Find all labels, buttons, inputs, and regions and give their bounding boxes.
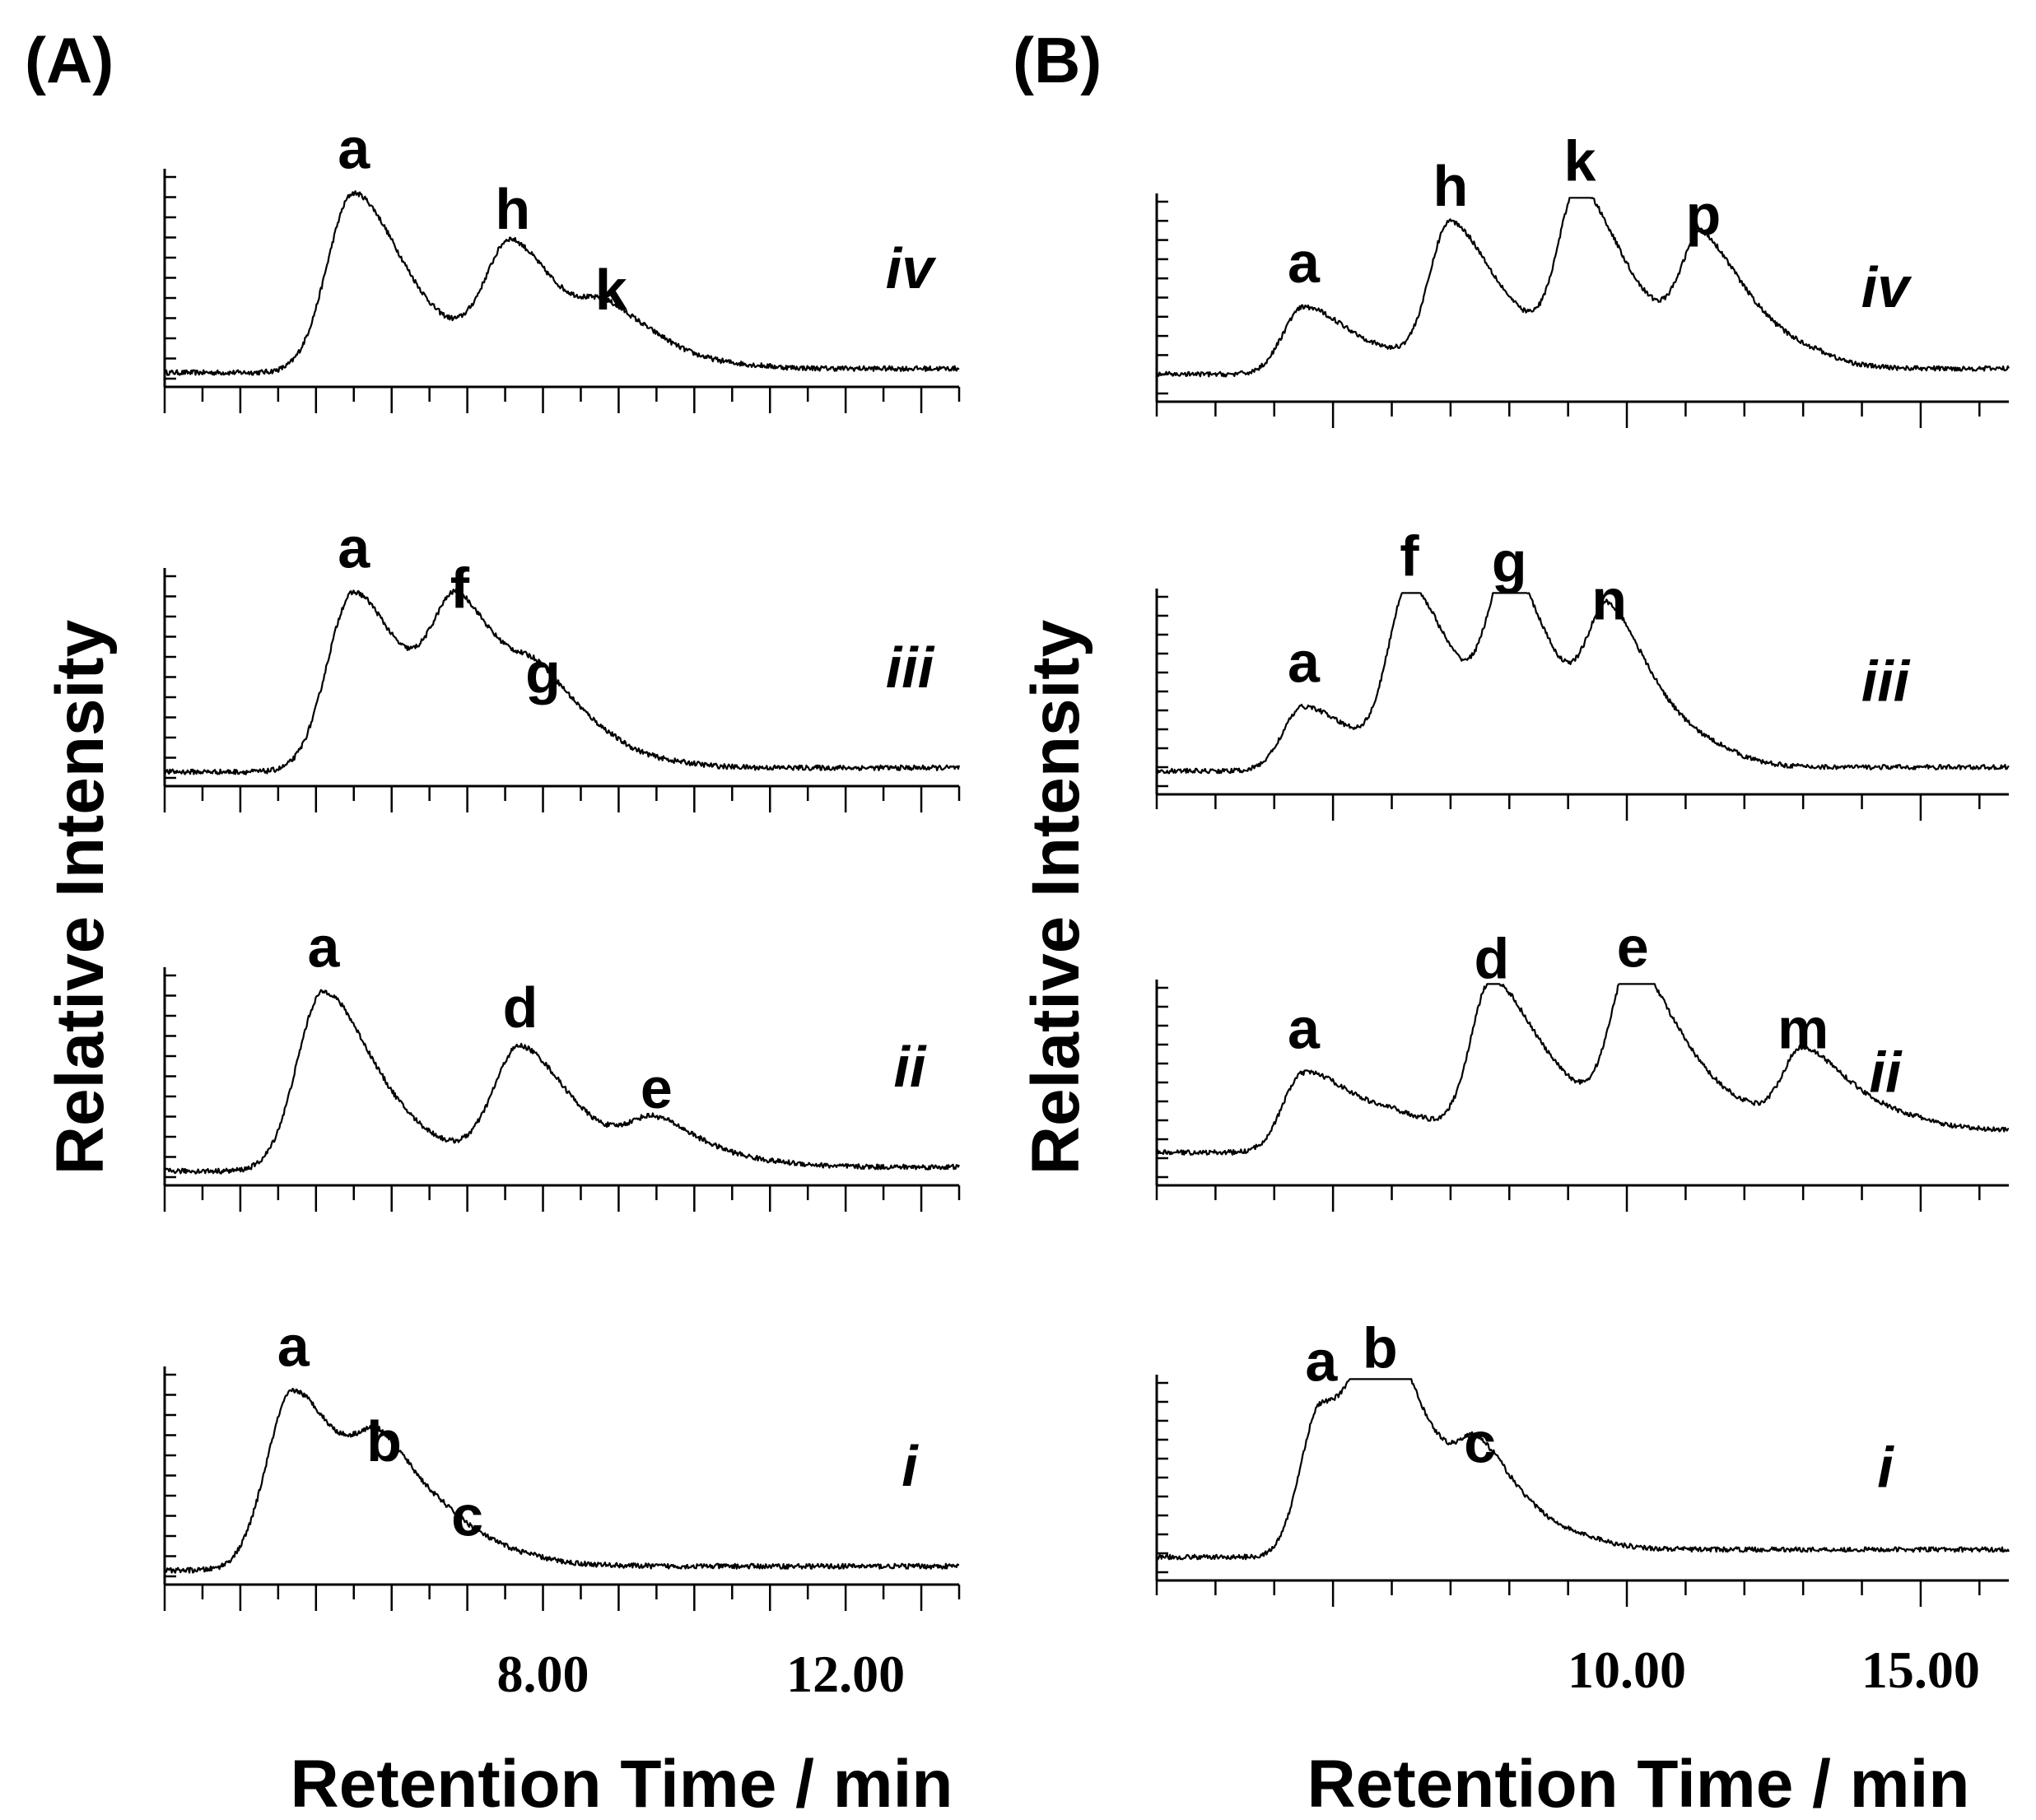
trace-ii: a d e mii <box>1155 915 2010 1212</box>
trace-label: i <box>902 1434 919 1498</box>
x-tick-label: 15.00 <box>1861 1641 1980 1699</box>
signal-line <box>1156 1378 2010 1561</box>
peak-label-a: a <box>1305 1329 1338 1394</box>
peak-label-a: a <box>308 915 341 980</box>
trace-label: iii <box>886 635 935 700</box>
trace-label: iii <box>1861 649 1911 714</box>
trace-label: iv <box>886 236 937 300</box>
x-tick-label: 8.00 <box>497 1645 589 1703</box>
signal-line <box>164 989 960 1175</box>
peak-label-d: d <box>503 975 538 1040</box>
peak-label-n: n <box>1591 568 1627 632</box>
peak-label-d: d <box>1474 926 1509 990</box>
peak-label-h: h <box>495 177 530 241</box>
panel-label: (A) <box>25 24 114 96</box>
peak-label-g: g <box>1492 530 1527 594</box>
trace-label: ii <box>1870 1040 1903 1105</box>
trace-label: iv <box>1861 255 1913 319</box>
y-axis-title: Relative Intensity <box>43 619 118 1175</box>
signal-line <box>164 1387 960 1574</box>
peak-label-b: b <box>366 1409 402 1473</box>
trace-label: ii <box>894 1035 927 1099</box>
peak-label-h: h <box>1433 154 1469 218</box>
peak-label-k: k <box>1563 129 1596 193</box>
signal-line <box>1156 197 2010 378</box>
peak-label-a: a <box>338 516 370 580</box>
trace-iv: a h k p iv <box>1155 129 2010 428</box>
peak-label-c: c <box>451 1483 483 1548</box>
trace-iii: a f gn iii <box>1155 524 2010 821</box>
trace-iii: a fg iii <box>163 516 961 812</box>
signal-line <box>163 190 960 376</box>
peak-label-m: m <box>1777 997 1829 1061</box>
trace-ii: a d e ii <box>163 915 961 1212</box>
trace-iv: a h k iv <box>163 117 961 413</box>
peak-label-f: f <box>1400 524 1419 589</box>
peak-label-a: a <box>1288 230 1321 295</box>
peak-label-a: a <box>338 117 370 181</box>
panel-label: (B) <box>1013 24 1102 96</box>
y-axis-title: Relative Intensity <box>1018 619 1093 1175</box>
trace-i: abc i <box>163 1315 961 1611</box>
peak-label-b: b <box>1363 1316 1398 1380</box>
peak-label-a: a <box>1288 630 1321 694</box>
peak-label-a: a <box>1288 997 1321 1061</box>
peak-label-e: e <box>1617 915 1649 980</box>
peak-label-e: e <box>641 1056 673 1120</box>
x-tick-label: 10.00 <box>1568 1641 1686 1699</box>
peak-label-a: a <box>277 1315 310 1379</box>
signal-line <box>164 588 961 775</box>
peak-label-g: g <box>525 641 561 705</box>
peak-label-p: p <box>1685 183 1721 247</box>
peak-label-k: k <box>595 258 627 322</box>
peak-label-c: c <box>1464 1411 1496 1475</box>
signal-line <box>1155 983 2010 1157</box>
x-axis-title: Retention Time / min <box>291 1747 953 1820</box>
signal-line <box>1156 592 2010 775</box>
peak-label-f: f <box>450 556 470 621</box>
trace-label: i <box>1877 1436 1894 1500</box>
x-axis-title: Retention Time / min <box>1307 1747 1970 1820</box>
x-tick-label: 12.00 <box>786 1645 905 1703</box>
